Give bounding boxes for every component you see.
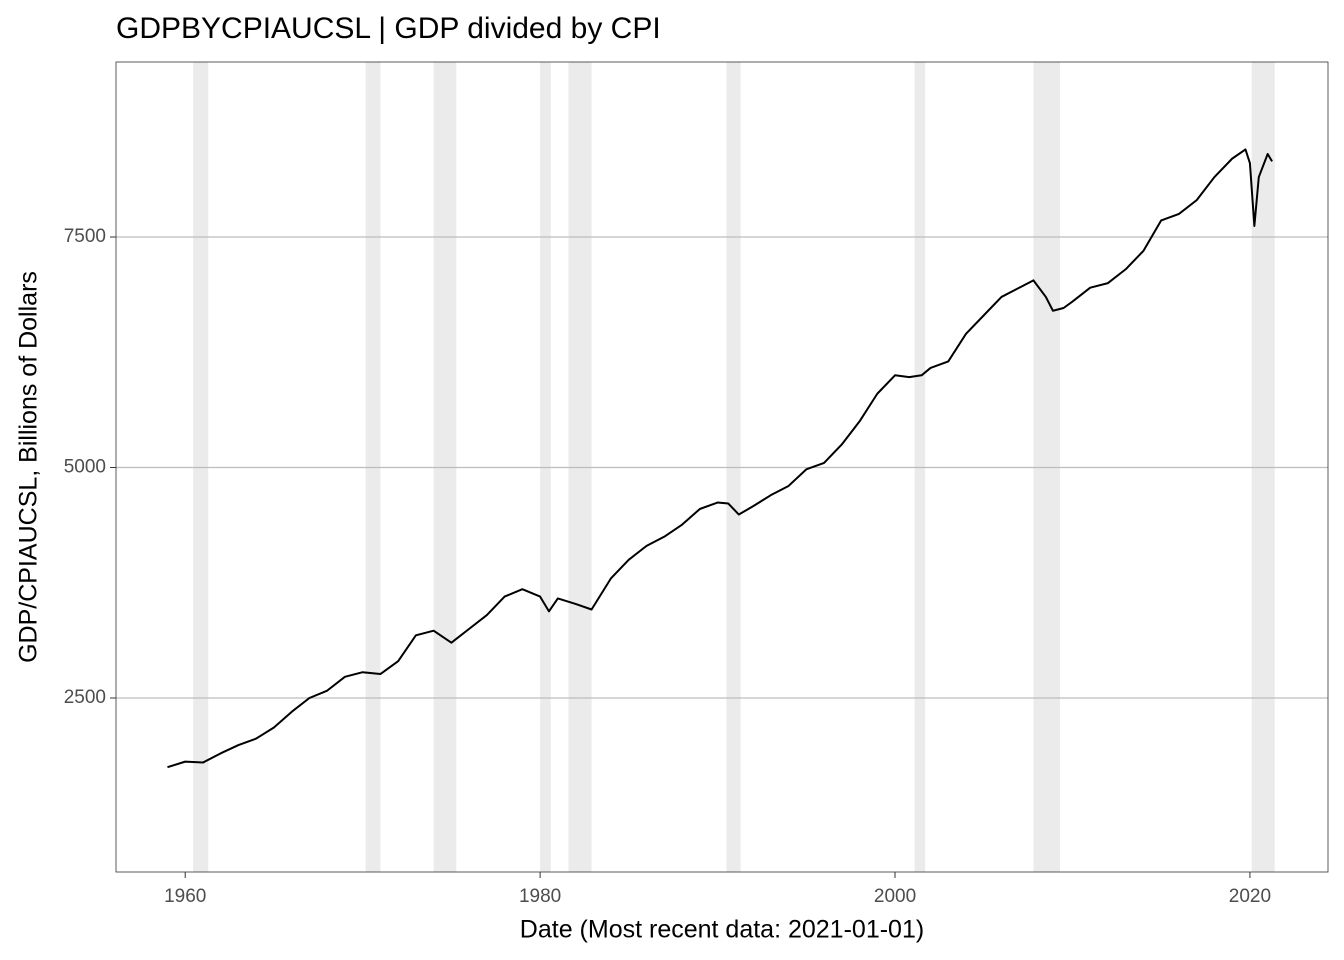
chart-title: GDPBYCPIAUCSL | GDP divided by CPI <box>116 12 661 45</box>
panel-border <box>115 61 1329 873</box>
data-line <box>167 148 1273 769</box>
x-tick-label: 2000 <box>874 886 916 907</box>
x-tick-label: 1960 <box>164 886 206 907</box>
x-tick-label: 1980 <box>519 886 561 907</box>
y-tick-label: 7500 <box>64 226 106 247</box>
x-axis-title: Date (Most recent data: 2021-01-01) <box>520 916 924 944</box>
y-tick-label: 5000 <box>64 457 106 478</box>
y-axis-title: GDP/CPIAUCSL, Billions of Dollars <box>15 271 43 663</box>
x-tick-label: 2020 <box>1229 886 1271 907</box>
y-tick-label: 2500 <box>64 687 106 708</box>
